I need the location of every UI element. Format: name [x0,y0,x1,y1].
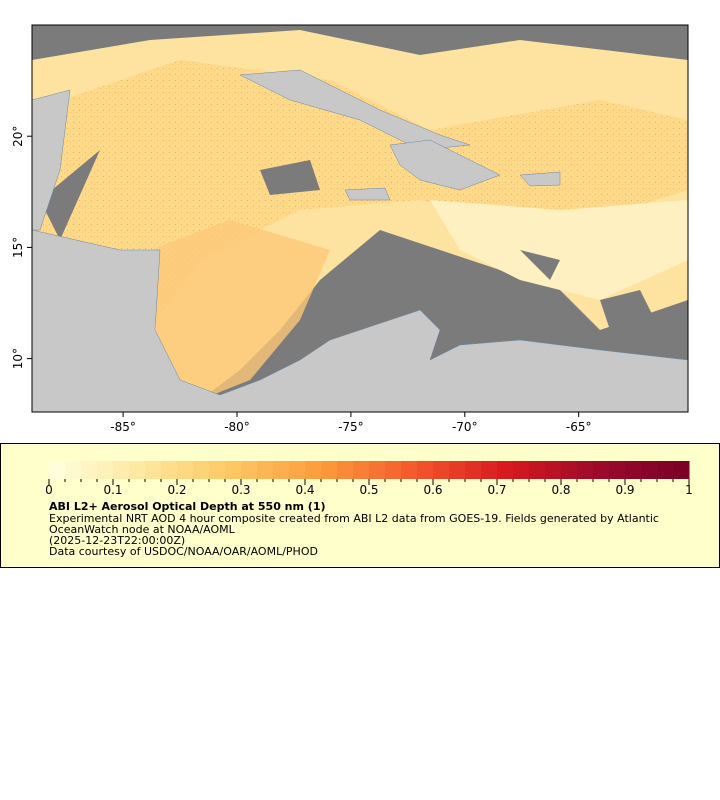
colorbar-swatch [673,461,690,479]
x-tick-label: -70° [452,420,478,434]
colorbar-swatch [449,461,466,479]
colorbar-swatch [289,461,306,479]
x-tick-label: -65° [566,420,592,434]
colorbar-swatch [65,461,82,479]
colorbar-swatch [641,461,658,479]
colorbar-swatch [225,461,242,479]
x-tick-label: -75° [338,420,364,434]
colorbar-swatch [465,461,482,479]
colorbar-swatch [385,461,402,479]
legend-panel: 0 0.1 0.2 0.3 0.4 0.5 0.6 0.7 0.8 0.9 1 ABI L2+ Ae… [0,443,720,568]
colorbar-swatch [401,461,418,479]
colorbar-swatch [577,461,594,479]
legend-credit: Data courtesy of USDOC/NOAA/OAR/AOML/PHO… [49,545,318,558]
colorbar-swatch [129,461,146,479]
colorbar-tick-label: 0.6 [423,483,442,497]
colorbar-swatch [417,461,434,479]
colorbar-swatch [513,461,530,479]
colorbar-swatch [369,461,386,479]
x-tick-label: -80° [224,420,250,434]
colorbar: 0 0.1 0.2 0.3 0.4 0.5 0.6 0.7 0.8 0.9 1 [45,461,693,497]
colorbar-swatch [241,461,258,479]
colorbar-swatch [177,461,194,479]
legend-time: (2025-12-23T22:00:00Z) [49,534,186,547]
colorbar-swatch [81,461,98,479]
colorbar-swatch [545,461,562,479]
colorbar-tick-label: 0.9 [615,483,634,497]
colorbar-swatch [625,461,642,479]
colorbar-swatch [305,461,322,479]
colorbar-tick-label: 0.4 [295,483,314,497]
colorbar-swatch [561,461,578,479]
map-image [32,25,688,412]
map-frame [31,24,689,413]
colorbar-swatch [145,461,162,479]
y-tick-label: 20° [11,126,25,147]
colorbar-swatch [353,461,370,479]
colorbar-swatch [273,461,290,479]
colorbar-swatch [113,461,130,479]
colorbar-swatch [657,461,674,479]
colorbar-tick-label: 0.5 [359,483,378,497]
colorbar-swatch [49,461,66,479]
colorbar-swatch [609,461,626,479]
colorbar-swatch [97,461,114,479]
y-tick-label: 10° [11,348,25,369]
colorbar-tick-label: 0.1 [103,483,122,497]
legend-description: Experimental NRT AOD 4 hour composite cr… [49,512,659,536]
colorbar-swatch [337,461,354,479]
colorbar-swatch [193,461,210,479]
colorbar-tick-label: 0.7 [487,483,506,497]
legend-title: ABI L2+ Aerosol Optical Depth at 550 nm … [49,500,326,513]
colorbar-swatch [497,461,514,479]
colorbar-tick-label: 0 [45,483,53,497]
colorbar-swatch [481,461,498,479]
colorbar-swatch [209,461,226,479]
colorbar-swatch [257,461,274,479]
colorbar-tick-label: 0.2 [167,483,186,497]
colorbar-tick-label: 1 [685,483,693,497]
y-tick-label: 15° [11,237,25,258]
colorbar-swatch [593,461,610,479]
x-tick-label: -85° [110,420,136,434]
colorbar-tick-label: 0.3 [231,483,250,497]
map: -85° -80° -75° -70° -65° 10° 15° 20° [11,24,689,434]
colorbar-swatch [529,461,546,479]
colorbar-swatch [321,461,338,479]
colorbar-swatch [433,461,450,479]
colorbar-tick-label: 0.8 [551,483,570,497]
colorbar-swatch [161,461,178,479]
